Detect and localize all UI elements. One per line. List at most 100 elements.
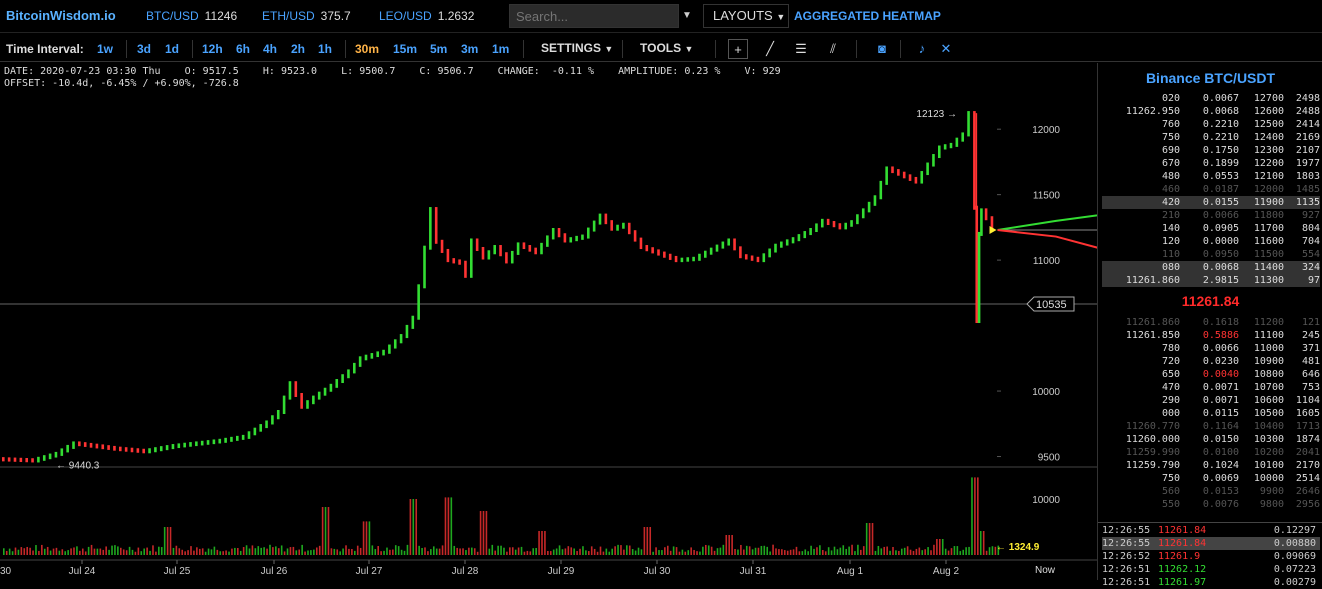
orderbook-ask-row[interactable]: 670 0.1899 12200 1977 <box>1102 157 1320 170</box>
ticker-eth[interactable]: ETH/USD 375.7 <box>262 9 351 23</box>
interval-6h[interactable]: 6h <box>236 42 251 56</box>
ask-amount: 0.0905 <box>1202 223 1239 234</box>
volume-bar <box>377 546 379 555</box>
search-input[interactable] <box>509 4 679 28</box>
candle <box>557 228 561 238</box>
interval-1w[interactable]: 1w <box>97 42 114 56</box>
volume-bar <box>120 547 122 555</box>
interval-3d[interactable]: 3d <box>137 42 152 56</box>
orderbook-title[interactable]: Binance BTC/USDT <box>1145 70 1276 86</box>
orderbook-bid-row[interactable]: 11259.990 0.0100 10200 2041 <box>1102 446 1320 459</box>
interval-1h[interactable]: 1h <box>318 42 333 56</box>
candle <box>610 220 613 231</box>
orderbook-bid-row[interactable]: 750 0.0069 10000 2514 <box>1102 472 1320 485</box>
time-tick-label: Jul 29 <box>548 566 575 577</box>
ticker-symbol: ETH/USD <box>262 9 315 23</box>
horizontal-lines-icon[interactable]: ☰ <box>795 41 807 56</box>
volume-bar <box>11 551 14 555</box>
volume-bar <box>699 551 701 555</box>
bell-icon[interactable]: ♪ <box>918 41 926 56</box>
volume-bar <box>971 477 973 555</box>
ticker-leo[interactable]: LEO/USD 1.2632 <box>379 9 474 23</box>
volume-bar <box>535 547 537 555</box>
orderbook-bid-row[interactable]: 550 0.0076 9800 2956 <box>1102 498 1320 511</box>
orderbook-bid-row[interactable]: 11260.000 0.0150 10300 1874 <box>1102 433 1320 446</box>
volume-bar <box>725 535 728 555</box>
camera-icon[interactable]: ◙ <box>878 41 886 56</box>
interval-2h[interactable]: 2h <box>291 42 306 56</box>
volume-bar <box>783 550 786 555</box>
orderbook-ask-row[interactable]: 750 0.2210 12400 2169 <box>1102 131 1320 144</box>
volume-bar <box>681 549 684 555</box>
tools-menu[interactable]: TOOLS ▼ <box>640 41 693 55</box>
orderbook-ask-row[interactable]: 760 0.2210 12500 2414 <box>1102 118 1320 131</box>
orderbook-bid-row[interactable]: 650 0.0040 10800 646 <box>1102 368 1320 381</box>
orderbook-ask-row[interactable]: 140 0.0905 11700 804 <box>1102 222 1320 235</box>
interval-5m[interactable]: 5m <box>430 42 448 56</box>
interval-1m[interactable]: 1m <box>492 42 510 56</box>
interval-15m[interactable]: 15m <box>393 42 418 56</box>
orderbook-bid-row[interactable]: 11261.850 0.5886 11100 245 <box>1102 329 1320 342</box>
candle <box>973 111 976 210</box>
price-chart[interactable]: 12000 11500 11000 10000 9500 10000 30 Jul 24 Jul… <box>0 63 1097 580</box>
bid-price: 650 <box>1161 369 1180 380</box>
candle <box>13 457 17 462</box>
brand-logo[interactable]: BitcoinWisdom.io <box>6 8 116 23</box>
search-dropdown-icon[interactable]: ▼ <box>682 10 692 21</box>
bid-amount: 0.0071 <box>1202 382 1239 393</box>
orderbook-bid-row[interactable]: 780 0.0066 11000 371 <box>1102 342 1320 355</box>
volume-bar <box>473 548 476 555</box>
ticker-btc[interactable]: BTC/USD 11246 <box>146 9 237 23</box>
orderbook-bid-row[interactable]: 000 0.0115 10500 1605 <box>1102 407 1320 420</box>
orderbook-ask-row[interactable]: 020 0.0067 12700 2498 <box>1102 92 1320 105</box>
fib-fan-icon[interactable]: ⫽ <box>830 41 836 56</box>
fullscreen-icon[interactable]: ✕ <box>940 41 952 56</box>
volume-bar <box>105 546 107 555</box>
orderbook-bid-row[interactable]: 11261.860 0.1618 11200 121 <box>1102 316 1320 329</box>
orderbook-ask-row[interactable]: 11261.860 2.9815 11300 97 <box>1102 274 1320 287</box>
volume-bar <box>117 546 119 555</box>
orderbook-bid-row[interactable]: 11259.790 0.1024 10100 2170 <box>1102 459 1320 472</box>
volume-bar <box>655 547 657 555</box>
volume-bar <box>266 548 268 555</box>
interval-4h[interactable]: 4h <box>263 42 278 56</box>
candle <box>253 427 257 436</box>
volume-bar <box>860 549 862 555</box>
orderbook-ask-row[interactable]: 110 0.0950 11500 554 <box>1102 248 1320 261</box>
orderbook-bid-row[interactable]: 11260.770 0.1164 10400 1713 <box>1102 420 1320 433</box>
volume-bar <box>547 550 549 555</box>
orderbook-ask-row[interactable]: 690 0.1750 12300 2107 <box>1102 144 1320 157</box>
interval-30m[interactable]: 30m <box>355 42 380 56</box>
interval-1d[interactable]: 1d <box>165 42 180 56</box>
candle <box>949 142 953 149</box>
volume-bar <box>918 547 921 555</box>
interval-12h[interactable]: 12h <box>202 42 223 56</box>
orderbook-bid-row[interactable]: 470 0.0071 10700 753 <box>1102 381 1320 394</box>
orderbook-ask-row[interactable]: 480 0.0553 12100 1803 <box>1102 170 1320 183</box>
trendline-icon[interactable]: ╱ <box>766 41 774 56</box>
orderbook-ask-row[interactable]: 210 0.0066 11800 927 <box>1102 209 1320 222</box>
orderbook-ask-row[interactable]: 080 0.0068 11400 324 <box>1102 261 1320 274</box>
candle <box>680 257 684 263</box>
orderbook-ask-row[interactable]: 460 0.0187 12000 1485 <box>1102 183 1320 196</box>
price-tick-label: 9500 <box>1038 453 1061 464</box>
aggregated-heatmap-link[interactable]: AGGREGATED HEATMAP <box>794 9 941 23</box>
interval-3m[interactable]: 3m <box>461 42 479 56</box>
candle <box>657 249 660 256</box>
volume-bar <box>342 548 344 555</box>
ask-amount: 0.0067 <box>1202 93 1239 104</box>
settings-menu[interactable]: SETTINGS ▼ <box>541 41 613 55</box>
orderbook-ask-row[interactable]: 420 0.0155 11900 1135 <box>1102 196 1320 209</box>
orderbook-bid-row[interactable]: 560 0.0153 9900 2646 <box>1102 485 1320 498</box>
orderbook-ask-row[interactable]: 11262.950 0.0068 12600 2488 <box>1102 105 1320 118</box>
crosshair-icon[interactable]: + <box>728 39 748 59</box>
bid-level: 10700 <box>1253 382 1284 393</box>
orderbook-bid-row[interactable]: 290 0.0071 10600 1104 <box>1102 394 1320 407</box>
layouts-button[interactable]: LAYOUTS ▼ <box>703 4 789 28</box>
orderbook-ask-row[interactable]: 120 0.0000 11600 704 <box>1102 235 1320 248</box>
orderbook-bid-row[interactable]: 720 0.0230 10900 481 <box>1102 355 1320 368</box>
candle <box>171 444 175 450</box>
volume-bar <box>29 547 31 555</box>
candle <box>902 171 906 179</box>
volume-bar <box>798 551 801 555</box>
